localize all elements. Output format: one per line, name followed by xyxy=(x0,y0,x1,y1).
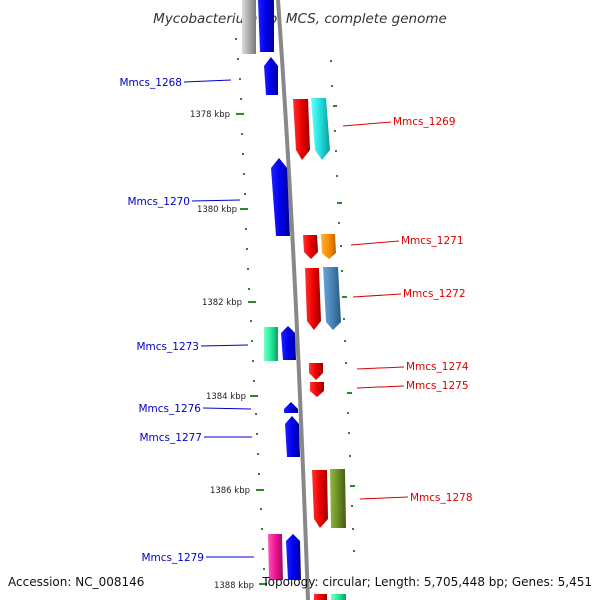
dotted-track-guides xyxy=(235,38,355,570)
label-mmcs-1271[interactable]: Mmcs_1271 xyxy=(401,235,464,247)
leader-mmcs-1269 xyxy=(342,121,392,127)
gene-mmcs-1279-magenta xyxy=(268,534,283,580)
label-mmcs-1273[interactable]: Mmcs_1273 xyxy=(136,341,199,353)
top-partial-genes xyxy=(242,0,274,54)
topology-text: Topology: circular; Length: 5,705,448 bp… xyxy=(261,575,592,589)
gene-mmcs-1272-red xyxy=(305,268,321,330)
map-title: Mycobacterium sp. MCS, complete genome xyxy=(153,11,447,27)
label-mmcs-1272[interactable]: Mmcs_1272 xyxy=(403,288,466,300)
leader-mmcs-1271 xyxy=(350,240,400,246)
label-mmcs-1268[interactable]: Mmcs_1268 xyxy=(119,77,182,89)
accession-text: Accession: NC_008146 xyxy=(8,575,144,589)
leader-mmcs-1274 xyxy=(356,366,405,370)
gene-mmcs-1278-red xyxy=(312,470,328,528)
gene-mmcs-1271-red xyxy=(303,235,318,259)
reverse-gene-labels: Mmcs_1268 Mmcs_1270 Mmcs_1273 Mmcs_1276 … xyxy=(119,77,254,564)
leader-mmcs-1270 xyxy=(191,199,241,202)
ruler-label-1380: 1380 kbp xyxy=(197,205,237,215)
gene-mmcs-1272-steel xyxy=(323,267,341,330)
left-outer-guide xyxy=(235,38,265,570)
gene-mmcs-1275 xyxy=(310,382,324,397)
forward-strand-genes xyxy=(293,98,346,600)
ruler-label-1382: 1382 kbp xyxy=(202,298,242,308)
leader-mmcs-1268 xyxy=(183,79,232,83)
gene-blue-partial xyxy=(258,0,274,52)
gene-mmcs-1268 xyxy=(264,57,278,95)
gene-mmcs-1270 xyxy=(271,158,290,236)
ruler-tick-1386 xyxy=(256,489,264,491)
ruler-label-1386: 1386 kbp xyxy=(210,486,250,496)
gene-mmcs-1269-red xyxy=(293,99,310,160)
label-mmcs-1270[interactable]: Mmcs_1270 xyxy=(127,196,190,208)
label-mmcs-1279[interactable]: Mmcs_1279 xyxy=(141,552,204,564)
forward-gene-labels: Mmcs_1269 Mmcs_1271 Mmcs_1272 Mmcs_1274 … xyxy=(342,116,473,504)
leader-mmcs-1273 xyxy=(200,344,249,347)
gene-mmcs-1273-blue xyxy=(281,326,296,360)
gene-mmcs-1277 xyxy=(285,416,300,457)
ruler-label-1384: 1384 kbp xyxy=(206,392,246,402)
leader-mmcs-1275 xyxy=(356,385,405,389)
label-mmcs-1269[interactable]: Mmcs_1269 xyxy=(393,116,456,128)
label-mmcs-1274[interactable]: Mmcs_1274 xyxy=(406,361,469,373)
label-mmcs-1275[interactable]: Mmcs_1275 xyxy=(406,380,469,392)
ruler-label-1388: 1388 kbp xyxy=(214,581,254,591)
ruler: 1378 kbp 1380 kbp 1382 kbp 1384 kbp 1386… xyxy=(190,110,267,591)
label-mmcs-1278[interactable]: Mmcs_1278 xyxy=(410,492,473,504)
ruler-tick-1380 xyxy=(240,208,248,210)
reverse-strand-genes xyxy=(264,57,301,580)
ruler-tick-1384 xyxy=(250,395,258,397)
genome-backbone xyxy=(276,0,310,600)
leader-mmcs-1276 xyxy=(202,407,252,410)
gene-mmcs-1278-olive xyxy=(330,469,346,528)
gene-bottom-red-partial xyxy=(314,594,327,600)
right-outer-guide xyxy=(330,60,355,552)
gene-mmcs-1274 xyxy=(309,363,323,380)
label-mmcs-1277[interactable]: Mmcs_1277 xyxy=(139,432,202,444)
gene-mmcs-1276 xyxy=(284,402,298,413)
ruler-tick-1378 xyxy=(236,113,244,115)
ruler-label-1378: 1378 kbp xyxy=(190,110,230,120)
gene-mmcs-1269-cyan xyxy=(311,98,330,160)
gene-mmcs-1273-green xyxy=(264,327,278,361)
gene-grey-partial xyxy=(242,0,256,54)
label-mmcs-1276[interactable]: Mmcs_1276 xyxy=(138,403,201,415)
gene-bottom-green-partial xyxy=(331,594,346,600)
leader-mmcs-1278 xyxy=(359,496,409,500)
ruler-tick-1388 xyxy=(259,583,267,585)
ruler-tick-1382 xyxy=(248,301,256,303)
gene-mmcs-1279-blue xyxy=(286,534,301,580)
gene-mmcs-1271-orange xyxy=(321,234,336,259)
leader-mmcs-1272 xyxy=(352,293,402,298)
